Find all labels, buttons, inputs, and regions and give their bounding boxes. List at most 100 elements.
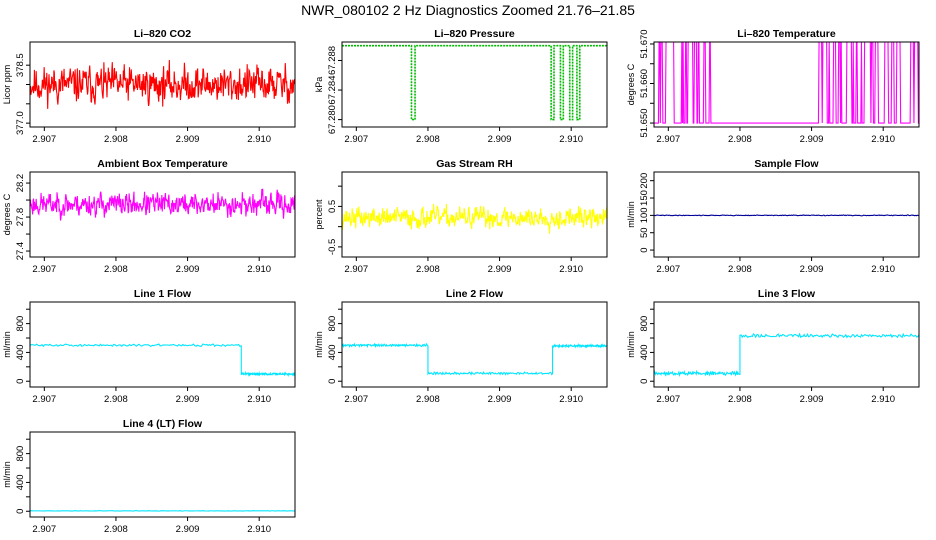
x-tick-label: 2.910 xyxy=(871,264,895,275)
plot-frame xyxy=(29,171,296,258)
chart-panel-2: Li–820 Pressure 2.907 2.908 2.909 2.910 67.28… xyxy=(314,28,608,145)
series-line xyxy=(654,42,919,124)
x-tick-label: 2.909 xyxy=(176,264,200,275)
series-line xyxy=(654,332,919,378)
figure-title: NWR_080102 2 Hz Diagnostics Zoomed 21.76… xyxy=(301,2,635,18)
plot-frame xyxy=(653,171,920,258)
chart-panel-6: Sample Flow 2.907 2.908 2.909 2.910 0 50 100150… xyxy=(626,158,920,275)
y-axis-label: ml/min xyxy=(626,331,636,358)
y-tick-label: 377.0 xyxy=(15,111,26,135)
x-tick-label: 2.909 xyxy=(800,264,824,275)
x-tick-label: 2.909 xyxy=(488,394,512,405)
panel-title: Sample Flow xyxy=(754,158,819,170)
x-tick-label: 2.910 xyxy=(247,134,271,145)
x-tick-label: 2.910 xyxy=(559,394,583,405)
x-tick-label: 2.909 xyxy=(176,394,200,405)
panel-title: Li–820 Pressure xyxy=(434,28,515,40)
x-tick-label: 2.909 xyxy=(176,524,200,535)
y-tick-label: -0.5 xyxy=(327,239,338,255)
x-tick-label: 2.909 xyxy=(800,394,824,405)
plot-frame xyxy=(341,171,608,258)
x-tick-label: 2.909 xyxy=(488,264,512,275)
series-line xyxy=(654,214,919,217)
y-tick-label: 400 xyxy=(639,344,650,360)
panel-title: Li–820 CO2 xyxy=(134,28,191,40)
panel-title: Gas Stream RH xyxy=(436,158,512,170)
y-tick-label: 28.2 xyxy=(15,174,26,193)
y-tick-label: 51.650 xyxy=(639,109,650,138)
x-tick-label: 2.907 xyxy=(344,394,368,405)
panel-title: Line 4 (LT) Flow xyxy=(123,418,203,430)
x-tick-label: 2.908 xyxy=(104,264,128,275)
y-tick-label: 0 xyxy=(327,379,338,384)
x-tick-label: 2.907 xyxy=(344,134,368,145)
y-axis-label: ml/min xyxy=(2,461,12,488)
x-tick-label: 2.907 xyxy=(32,264,56,275)
plot-frame xyxy=(653,41,920,128)
y-tick-label: 800 xyxy=(15,446,26,462)
y-tick-label: 800 xyxy=(639,316,650,332)
y-tick-label: 400 xyxy=(15,474,26,490)
chart-panel-3: Li–820 Temperature 2.907 2.908 2.909 2.910 51… xyxy=(626,28,920,145)
y-axis-label: ml/min xyxy=(2,331,12,358)
chart-panel-9: Line 3 Flow 2.907 2.908 2.909 2.910 0 400 800ml… xyxy=(626,288,920,405)
y-tick-label: 200 xyxy=(639,173,650,189)
y-axis-label: kPa xyxy=(314,77,324,93)
y-tick-label: 0 xyxy=(639,379,650,384)
x-tick-label: 2.910 xyxy=(247,524,271,535)
y-axis-label: percent xyxy=(314,199,324,230)
x-tick-label: 2.907 xyxy=(32,524,56,535)
y-tick-label: 27.4 xyxy=(15,242,26,260)
x-tick-label: 2.908 xyxy=(728,134,752,145)
panel-title: Line 1 Flow xyxy=(134,288,192,300)
series-line xyxy=(30,343,295,378)
panel-title: Line 3 Flow xyxy=(758,288,816,300)
plot-frame xyxy=(29,301,296,388)
plot-frame xyxy=(653,301,920,388)
y-tick-label: 100 xyxy=(639,207,650,223)
y-tick-label: 50 xyxy=(639,227,650,238)
series-line xyxy=(342,44,607,121)
y-axis-label: degrees C xyxy=(2,193,12,235)
x-tick-label: 2.908 xyxy=(416,134,440,145)
x-tick-label: 2.908 xyxy=(104,524,128,535)
x-tick-label: 2.909 xyxy=(176,134,200,145)
y-tick-label: 51.660 xyxy=(639,69,650,98)
x-tick-label: 2.909 xyxy=(800,134,824,145)
y-tick-label: 67.288 xyxy=(327,46,338,75)
y-tick-label: 51.670 xyxy=(639,29,650,58)
y-tick-label: 0 xyxy=(15,379,26,384)
y-tick-label: 0.5 xyxy=(327,200,338,213)
y-tick-label: 0 xyxy=(639,247,650,252)
x-tick-label: 2.910 xyxy=(247,394,271,405)
y-axis-label: degrees C xyxy=(626,63,636,105)
y-tick-label: 67.280 xyxy=(327,105,338,134)
x-tick-label: 2.907 xyxy=(656,394,680,405)
y-tick-label: 400 xyxy=(15,344,26,360)
x-tick-label: 2.908 xyxy=(104,134,128,145)
series-line xyxy=(30,188,295,221)
plot-frame xyxy=(29,431,296,518)
y-tick-label: 800 xyxy=(327,316,338,332)
x-tick-label: 2.909 xyxy=(488,134,512,145)
series-line xyxy=(342,203,607,234)
panel-title: Ambient Box Temperature xyxy=(97,158,228,170)
y-tick-label: 150 xyxy=(639,190,650,206)
x-tick-label: 2.908 xyxy=(728,264,752,275)
x-tick-label: 2.907 xyxy=(344,264,368,275)
chart-panel-7: Line 1 Flow 2.907 2.908 2.909 2.910 0 400 800ml… xyxy=(2,288,296,405)
y-tick-label: 400 xyxy=(327,344,338,360)
x-tick-label: 2.910 xyxy=(871,394,895,405)
x-tick-label: 2.907 xyxy=(656,264,680,275)
plot-frame xyxy=(341,301,608,388)
y-axis-label: ml/min xyxy=(314,331,324,358)
chart-panel-10: Line 4 (LT) Flow 2.907 2.908 2.909 2.910 0 400… xyxy=(2,418,296,535)
x-tick-label: 2.908 xyxy=(416,264,440,275)
y-axis-label: ml/min xyxy=(626,201,636,228)
chart-panel-4: Ambient Box Temperature 2.907 2.908 2.909 2.… xyxy=(2,158,296,275)
series-line xyxy=(342,342,607,376)
x-tick-label: 2.907 xyxy=(32,134,56,145)
y-tick-label: 67.284 xyxy=(327,76,338,105)
x-tick-label: 2.908 xyxy=(104,394,128,405)
